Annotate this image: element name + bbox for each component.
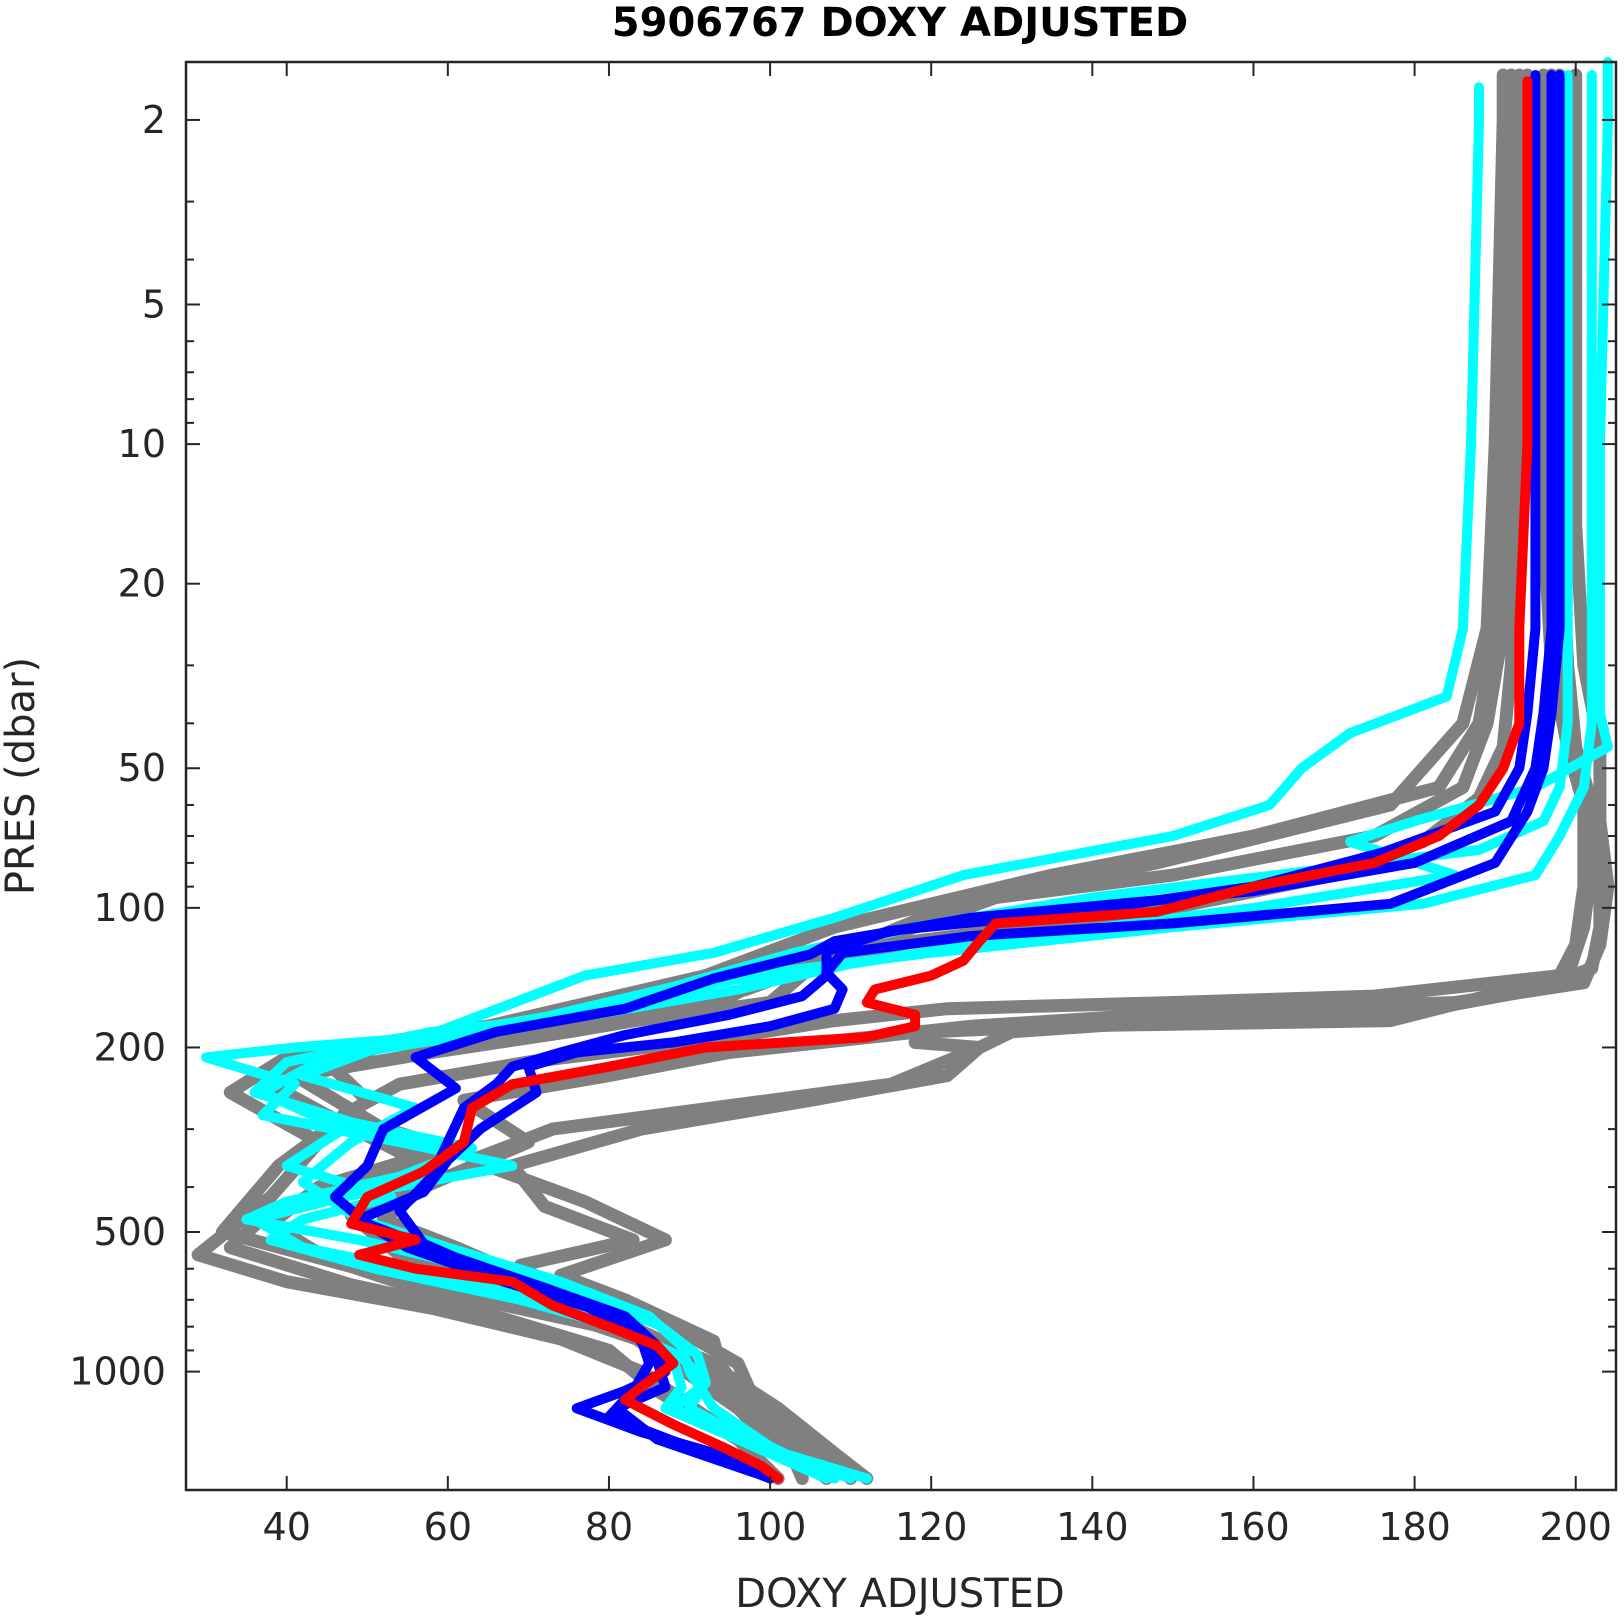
history-profile-line-5 (505, 68, 1607, 1485)
x-tick-label: 160 (1217, 1505, 1290, 1549)
y-axis: 2 5 10 20 50 100 200 500 1000 (69, 98, 1616, 1394)
chart-title: 5906767 DOXY ADJUSTED (612, 0, 1188, 46)
y-tick-label: 100 (93, 886, 166, 930)
x-axis: 40 60 80 100 120 140 160 180 200 (263, 62, 1612, 1549)
axes-frame (184, 60, 1618, 1492)
series-layer (191, 57, 1615, 1485)
previous-profile-line-14 (354, 70, 1565, 1484)
y-tick-label: 2 (142, 98, 166, 142)
latest-profile-line-15 (346, 76, 1533, 1484)
x-tick-label: 120 (895, 1505, 968, 1549)
recent-profile-line-11 (297, 70, 1573, 1484)
y-tick-label: 50 (118, 746, 166, 790)
x-tick-label: 180 (1378, 1505, 1451, 1549)
y-tick-label: 20 (118, 562, 166, 606)
x-axis-label: DOXY ADJUSTED (735, 1571, 1064, 1617)
x-tick-label: 40 (263, 1505, 311, 1549)
x-tick-label: 140 (1056, 1505, 1129, 1549)
y-tick-label: 10 (118, 422, 166, 466)
y-tick-label: 200 (93, 1025, 166, 1069)
x-tick-label: 200 (1539, 1505, 1612, 1549)
x-tick-label: 100 (734, 1505, 807, 1549)
y-tick-label: 500 (93, 1210, 166, 1254)
previous-profile-line-13 (394, 70, 1541, 1478)
x-tick-label: 80 (585, 1505, 633, 1549)
y-tick-label: 5 (142, 282, 166, 326)
y-axis-label: PRES (dbar) (0, 657, 44, 895)
x-tick-label: 60 (424, 1505, 472, 1549)
y-tick-label: 1000 (69, 1350, 166, 1394)
